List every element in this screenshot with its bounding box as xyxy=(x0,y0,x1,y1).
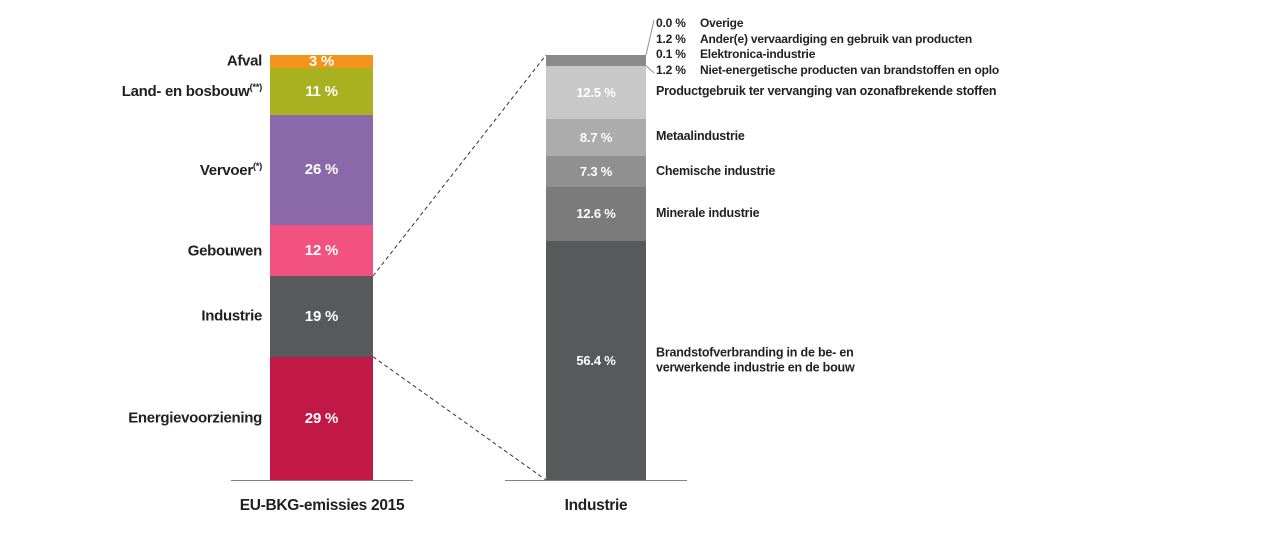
segment-value-label: 26 % xyxy=(304,161,339,179)
segment-annotation-label: Metaalindustrie xyxy=(656,129,745,144)
segment-annotation-label: Productgebruik ter vervanging van ozonaf… xyxy=(656,84,997,99)
category-label-footnote: (*) xyxy=(252,160,262,172)
bar-segment: 19 % xyxy=(270,276,373,357)
callout-row: 1.2 % Niet-energetische producten van bra… xyxy=(656,63,999,79)
segment-annotation-label: Minerale industrie xyxy=(656,206,760,221)
segment-value-label: 12.6 % xyxy=(576,206,616,222)
category-label: Energievoorziening xyxy=(128,410,262,427)
segment-value-label: 56.4 % xyxy=(576,353,616,369)
right-axis-baseline xyxy=(505,480,687,481)
callout-row: 1.2 % Ander(e) vervaardiging en gebruik v… xyxy=(656,32,999,48)
bar-segment xyxy=(546,55,646,66)
segment-value-label: 12.5 % xyxy=(576,84,616,100)
callout-label: Overige xyxy=(700,16,744,30)
segment-value-label: 3 % xyxy=(308,52,335,70)
bar-segment: 29 % xyxy=(270,356,373,480)
segment-value-label: 7.3 % xyxy=(579,164,613,179)
callout-percent: 1.2 % xyxy=(656,63,686,78)
category-label-text: Energievoorziening xyxy=(128,409,262,427)
bar-segment: 12.5 % xyxy=(546,65,646,119)
category-label-text: Gebouwen xyxy=(187,242,263,259)
category-label: Vervoer(*) xyxy=(200,161,262,179)
category-label-footnote: (**) xyxy=(249,82,262,94)
callout-list: 0.0 % Overige 1.2 % Ander(e) vervaardiging … xyxy=(656,16,999,79)
category-label: Industrie xyxy=(201,308,262,325)
callout-label: Niet-energetische producten van brandsto… xyxy=(700,63,999,78)
callout-line-bottom xyxy=(645,65,655,74)
category-label-text: Afval xyxy=(226,52,262,70)
category-label: Afval xyxy=(227,53,262,70)
left-axis-title: EU-BKG-emissies 2015 xyxy=(239,497,405,514)
bar-segment: 12.6 % xyxy=(546,187,646,241)
bar-segment: 56.4 % xyxy=(546,240,646,481)
right-axis-title: Industrie xyxy=(564,497,628,514)
segment-value-label: 8.7 % xyxy=(579,129,613,145)
segment-annotation-label: Brandstofverbranding in de be- en verwer… xyxy=(656,345,855,375)
segment-annotation-label: Chemische industrie xyxy=(656,163,776,178)
segment-value-label: 12 % xyxy=(304,242,339,259)
bar-segment: 12 % xyxy=(270,225,373,276)
callout-percent: 0.0 % xyxy=(656,16,686,30)
segment-value-label: 19 % xyxy=(304,307,339,325)
callout-row: 0.1 % Elektronica-industrie xyxy=(656,47,999,63)
bar-segment: 8.7 % xyxy=(546,118,646,156)
bar-segment: 11 % xyxy=(270,67,373,115)
callout-percent: 1.2 % xyxy=(656,31,686,46)
callout-label: Ander(e) vervaardiging en gebruik van pr… xyxy=(700,31,972,46)
segment-value-label: 11 % xyxy=(305,82,338,100)
left-axis-baseline xyxy=(231,480,413,481)
bar-segment: 7.3 % xyxy=(546,155,646,188)
category-label-text: Land- en bosbouw xyxy=(121,83,250,101)
category-label-text: Vervoer xyxy=(199,161,253,179)
category-label: Land- en bosbouw(**) xyxy=(121,82,263,101)
callout-percent: 0.1 % xyxy=(656,47,686,62)
callout-line-top xyxy=(645,19,655,56)
callout-row: 0.0 % Overige xyxy=(656,16,999,32)
connector-dashed-line-top xyxy=(372,54,547,277)
category-label-text: Industrie xyxy=(201,307,262,325)
callout-label: Elektronica-industrie xyxy=(700,47,816,62)
bar-segment: 26 % xyxy=(270,114,373,225)
segment-value-label: 29 % xyxy=(304,409,339,427)
category-label: Gebouwen xyxy=(187,242,263,259)
connector-dashed-line-bottom xyxy=(372,356,547,481)
bar-segment: 3 % xyxy=(270,52,373,70)
